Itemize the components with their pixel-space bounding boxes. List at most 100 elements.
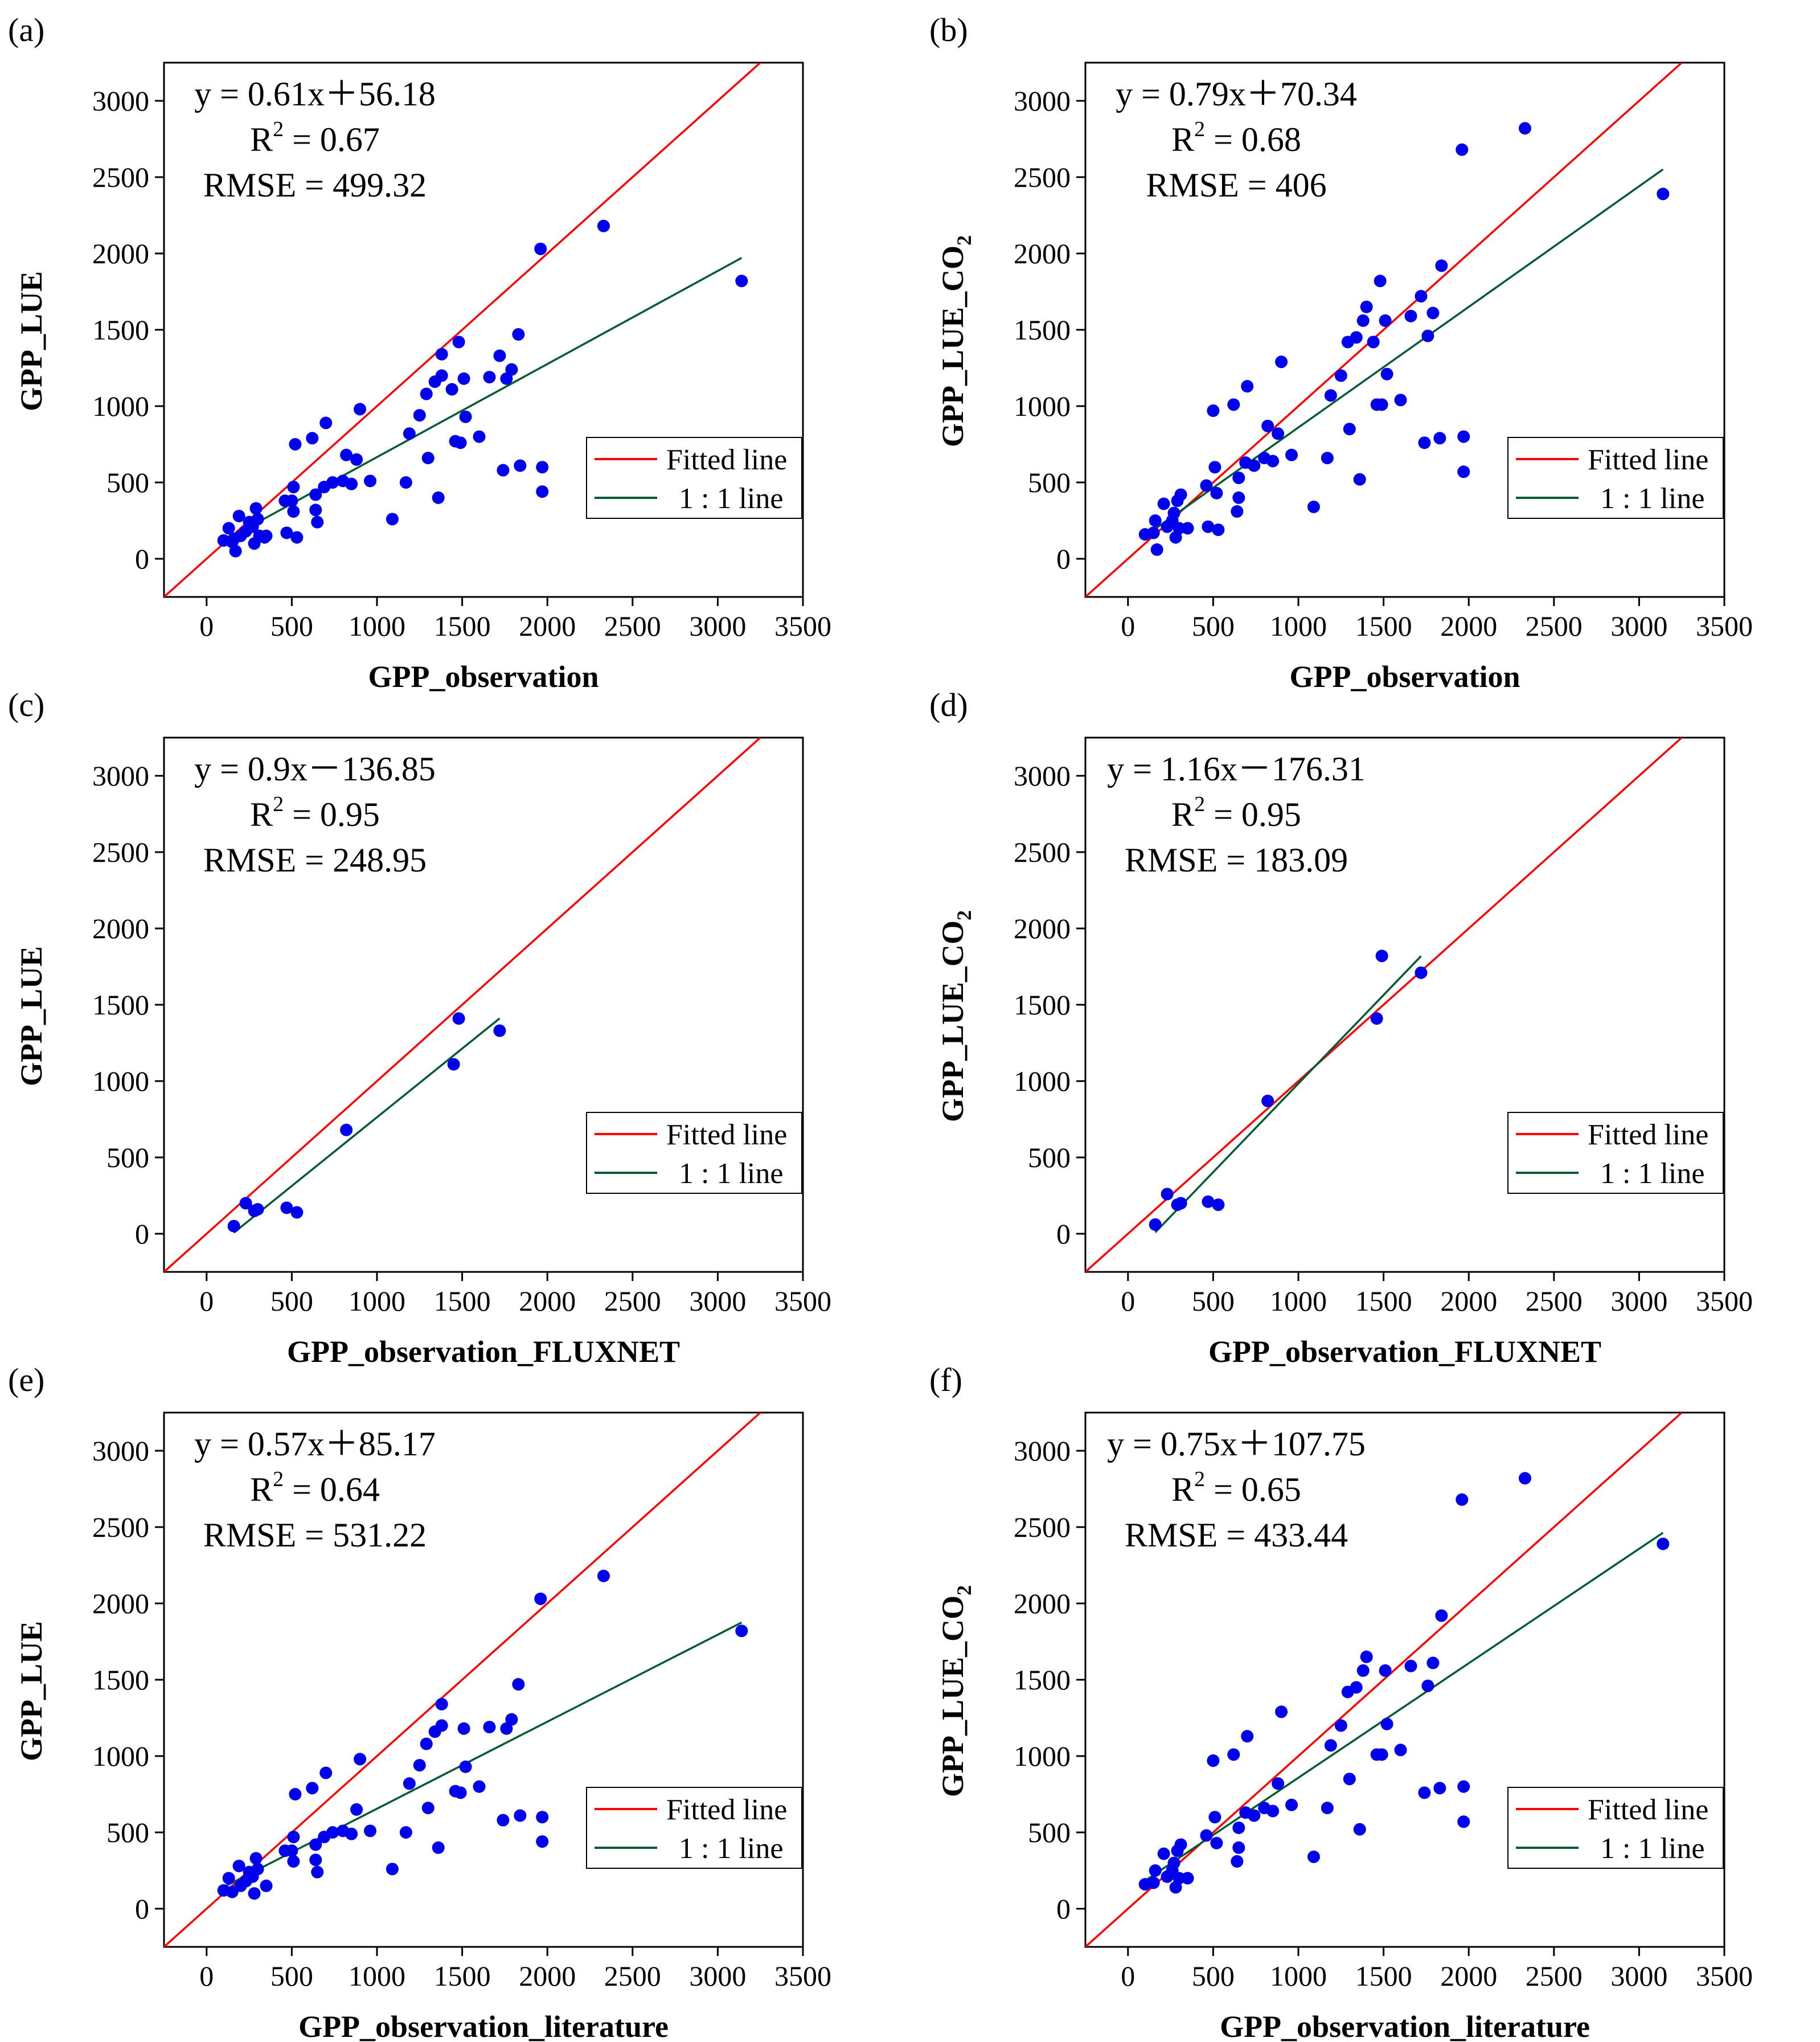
co2-subscript: 2 <box>953 235 975 245</box>
rmse: RMSE = 248.95 <box>203 841 427 879</box>
x-tick-label: 2000 <box>1440 1285 1497 1317</box>
legend-label-one-to-one: 1 : 1 line <box>1600 1832 1704 1865</box>
data-point <box>514 459 527 472</box>
x-tick-label: 2500 <box>1526 610 1583 642</box>
data-point <box>232 1859 245 1872</box>
data-point <box>306 432 319 445</box>
y-tick-label: 2000 <box>92 238 149 269</box>
x-tick-label: 0 <box>199 1960 214 1992</box>
data-point <box>287 1855 300 1868</box>
y-tick-label: 2500 <box>92 1511 149 1543</box>
x-tick-label: 1500 <box>434 610 491 642</box>
data-point <box>1248 1809 1261 1822</box>
y-tick-label: 2500 <box>1014 161 1071 193</box>
data-point <box>432 1841 445 1854</box>
legend-label-fitted: Fitted line <box>666 444 787 476</box>
y-axis-title: GPP_LUE <box>14 271 48 411</box>
x-tick-label: 3500 <box>774 1285 831 1317</box>
data-point <box>1404 1659 1417 1672</box>
data-point <box>459 1760 472 1773</box>
data-point <box>1212 1198 1225 1212</box>
data-point <box>1394 1744 1407 1757</box>
y-axis-title: GPP_LUE_CO2 <box>936 910 975 1122</box>
r-squared: R2 = 0.67 <box>250 117 380 158</box>
data-point <box>1266 455 1280 468</box>
data-point <box>1147 1876 1160 1889</box>
data-point <box>500 1722 513 1735</box>
data-point <box>1433 432 1446 445</box>
y-tick-label: 0 <box>135 1218 149 1250</box>
data-point <box>260 1879 273 1892</box>
panel-a: (a) 0 500 1000 1500 2000 2500 3000 3500 0 500 1000 1… <box>8 11 831 694</box>
data-point <box>222 522 235 535</box>
data-point <box>1149 1218 1162 1231</box>
data-point <box>1202 1195 1215 1208</box>
legend-box <box>586 1787 802 1869</box>
y-tick-label: 1500 <box>1014 1664 1071 1696</box>
data-point <box>435 1719 448 1732</box>
data-point <box>1356 1664 1370 1677</box>
data-point <box>1404 309 1417 322</box>
scatter-points <box>217 219 748 558</box>
data-point <box>287 505 300 518</box>
x-axis-title: GPP_observation_literature <box>1220 2010 1590 2042</box>
data-point <box>287 481 300 494</box>
y-tick-label: 500 <box>1028 1141 1071 1173</box>
data-point <box>1435 1609 1448 1622</box>
data-point <box>311 515 324 529</box>
data-point <box>1379 1664 1392 1677</box>
y-tick-label: 2000 <box>92 1587 149 1619</box>
data-point <box>505 363 518 376</box>
x-tick-label: 1000 <box>349 1285 405 1317</box>
data-point <box>1200 479 1213 492</box>
x-tick-label: 2500 <box>604 1960 661 1992</box>
data-point <box>232 509 245 522</box>
data-point <box>536 1811 549 1824</box>
data-point <box>1248 459 1261 472</box>
data-point <box>1207 404 1220 418</box>
y-tick-label: 1000 <box>1014 1065 1071 1097</box>
data-point <box>457 1722 470 1735</box>
data-point <box>386 1863 399 1876</box>
data-point <box>354 1753 367 1766</box>
data-point <box>1518 1472 1531 1485</box>
data-point <box>1657 187 1670 200</box>
data-point <box>457 372 470 385</box>
data-point <box>1456 1493 1469 1506</box>
data-point <box>386 513 399 526</box>
data-point <box>497 1814 510 1827</box>
data-point <box>1202 520 1215 533</box>
data-point <box>536 1835 549 1848</box>
legend-label-one-to-one: 1 : 1 line <box>679 1832 783 1865</box>
data-point <box>1232 471 1245 484</box>
data-point <box>229 545 242 558</box>
r-squared: R2 = 0.68 <box>1171 117 1301 158</box>
y-tick-label: 1000 <box>92 1740 149 1772</box>
data-point <box>413 409 426 422</box>
data-point <box>1149 1864 1162 1877</box>
data-point <box>1227 1748 1240 1761</box>
panel-label: (a) <box>8 11 44 48</box>
data-point <box>1350 1681 1363 1694</box>
x-tick-label: 0 <box>1121 1285 1135 1317</box>
data-point <box>1421 1679 1434 1692</box>
data-point <box>1360 1650 1373 1663</box>
rmse: RMSE = 406 <box>1146 166 1326 204</box>
y-tick-label: 1500 <box>92 314 149 346</box>
data-point <box>251 1863 264 1876</box>
legend: Fitted line 1 : 1 line <box>586 437 802 519</box>
x-axis-title: GPP_observation_FLUXNET <box>1208 1335 1601 1369</box>
panel-c: (c) 0 500 1000 1500 2000 2500 3000 3500 0 500 1000 1… <box>8 686 831 1369</box>
green-regression-line <box>233 1017 501 1234</box>
data-point <box>432 491 445 504</box>
data-point <box>1181 1872 1194 1885</box>
y-tick-label: 2000 <box>92 912 149 944</box>
r-squared: R2 = 0.65 <box>1171 1467 1301 1508</box>
panel-label: (c) <box>8 686 44 723</box>
r-squared: R2 = 0.95 <box>250 792 380 833</box>
data-point <box>1374 275 1387 288</box>
scatter-points <box>227 1012 506 1233</box>
data-point <box>1231 505 1244 518</box>
y-tick-label: 3000 <box>1014 1435 1071 1467</box>
